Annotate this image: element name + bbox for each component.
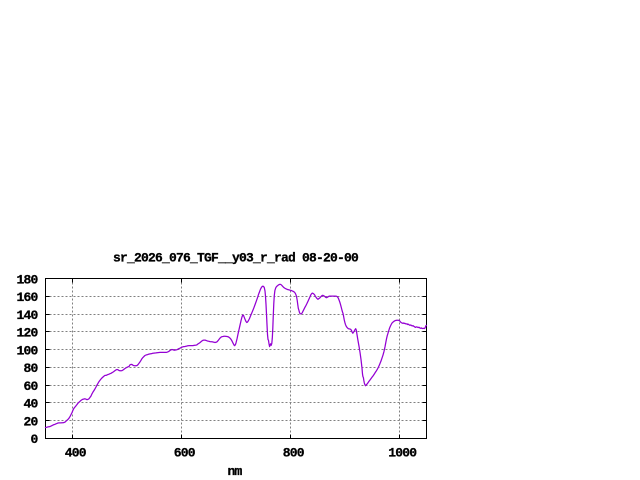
svg-text:nm: nm (227, 464, 242, 479)
svg-text:140: 140 (16, 308, 38, 323)
svg-text:20: 20 (23, 414, 38, 429)
svg-text:1000: 1000 (388, 446, 417, 461)
svg-text:sr_2026_076_TGF__y03_r_rad 08-: sr_2026_076_TGF__y03_r_rad 08-20-00 (113, 251, 359, 266)
svg-text:800: 800 (283, 446, 305, 461)
svg-text:160: 160 (16, 290, 38, 305)
svg-text:40: 40 (23, 397, 38, 412)
svg-text:60: 60 (23, 379, 38, 394)
svg-text:600: 600 (174, 446, 196, 461)
svg-text:180: 180 (16, 272, 38, 287)
svg-text:120: 120 (16, 326, 38, 341)
svg-text:0: 0 (30, 432, 38, 447)
svg-text:400: 400 (65, 446, 87, 461)
svg-text:80: 80 (23, 361, 38, 376)
svg-text:100: 100 (16, 343, 38, 358)
